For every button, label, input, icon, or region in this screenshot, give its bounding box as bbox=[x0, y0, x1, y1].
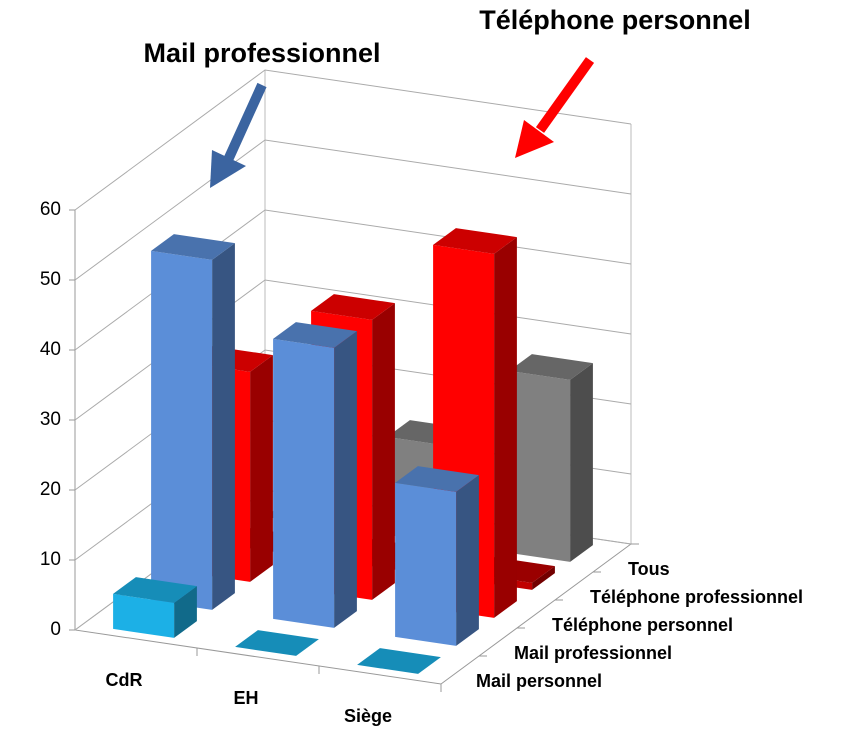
bar-top bbox=[311, 294, 395, 320]
x-tick-label: Siège bbox=[344, 706, 392, 726]
arrow-shaft bbox=[535, 57, 595, 133]
bar bbox=[151, 234, 235, 610]
y-tick-label: 40 bbox=[40, 339, 61, 360]
bar-top bbox=[273, 322, 357, 348]
bar-front bbox=[395, 482, 457, 646]
bar-top bbox=[357, 648, 441, 674]
series-label: Téléphone professionnel bbox=[590, 587, 803, 607]
bar-side bbox=[532, 566, 555, 590]
y-tick-label: 10 bbox=[40, 549, 61, 570]
bar bbox=[357, 648, 441, 674]
bar-side bbox=[494, 237, 517, 618]
series-label: Mail professionnel bbox=[514, 643, 672, 663]
y-tick-label: 50 bbox=[40, 269, 61, 290]
grid-line bbox=[74, 139, 632, 281]
arrow-head bbox=[515, 120, 554, 158]
bar-top bbox=[113, 577, 197, 603]
bar-side bbox=[174, 586, 197, 638]
bar-front bbox=[509, 370, 571, 562]
bar-side bbox=[570, 363, 593, 562]
bar-side bbox=[372, 303, 395, 600]
bar-front bbox=[113, 593, 175, 638]
bar-top bbox=[433, 228, 517, 254]
grid-line bbox=[74, 69, 632, 211]
y-tick-label: 0 bbox=[50, 619, 61, 640]
bar-front bbox=[151, 250, 213, 610]
bar bbox=[113, 577, 197, 638]
arrows bbox=[210, 57, 595, 188]
x-tick-label: CdR bbox=[106, 670, 143, 690]
bar-side bbox=[456, 475, 479, 646]
series-label: Téléphone personnel bbox=[552, 615, 733, 635]
annotation: Téléphone personnel bbox=[479, 5, 751, 35]
y-tick-label: 30 bbox=[40, 409, 61, 430]
bar-side bbox=[212, 243, 235, 610]
series-label: Mail personnel bbox=[476, 671, 602, 691]
bar-side bbox=[250, 355, 273, 582]
bar-top bbox=[151, 234, 235, 260]
annotation: Mail professionnel bbox=[143, 38, 380, 68]
arrow-head bbox=[210, 150, 246, 188]
bar-top bbox=[509, 354, 593, 380]
bar-top bbox=[395, 466, 479, 492]
x-tick-label: EH bbox=[233, 688, 258, 708]
y-tick-label: 20 bbox=[40, 479, 61, 500]
bar bbox=[235, 630, 319, 656]
bar bbox=[395, 466, 479, 646]
arrow-shaft bbox=[223, 82, 267, 163]
bar-front bbox=[273, 338, 335, 628]
series-label: Tous bbox=[628, 559, 670, 579]
bar bbox=[509, 354, 593, 562]
bar-top bbox=[235, 630, 319, 656]
bar bbox=[273, 322, 357, 628]
bar-side bbox=[334, 331, 357, 628]
y-tick-label: 60 bbox=[40, 199, 61, 220]
